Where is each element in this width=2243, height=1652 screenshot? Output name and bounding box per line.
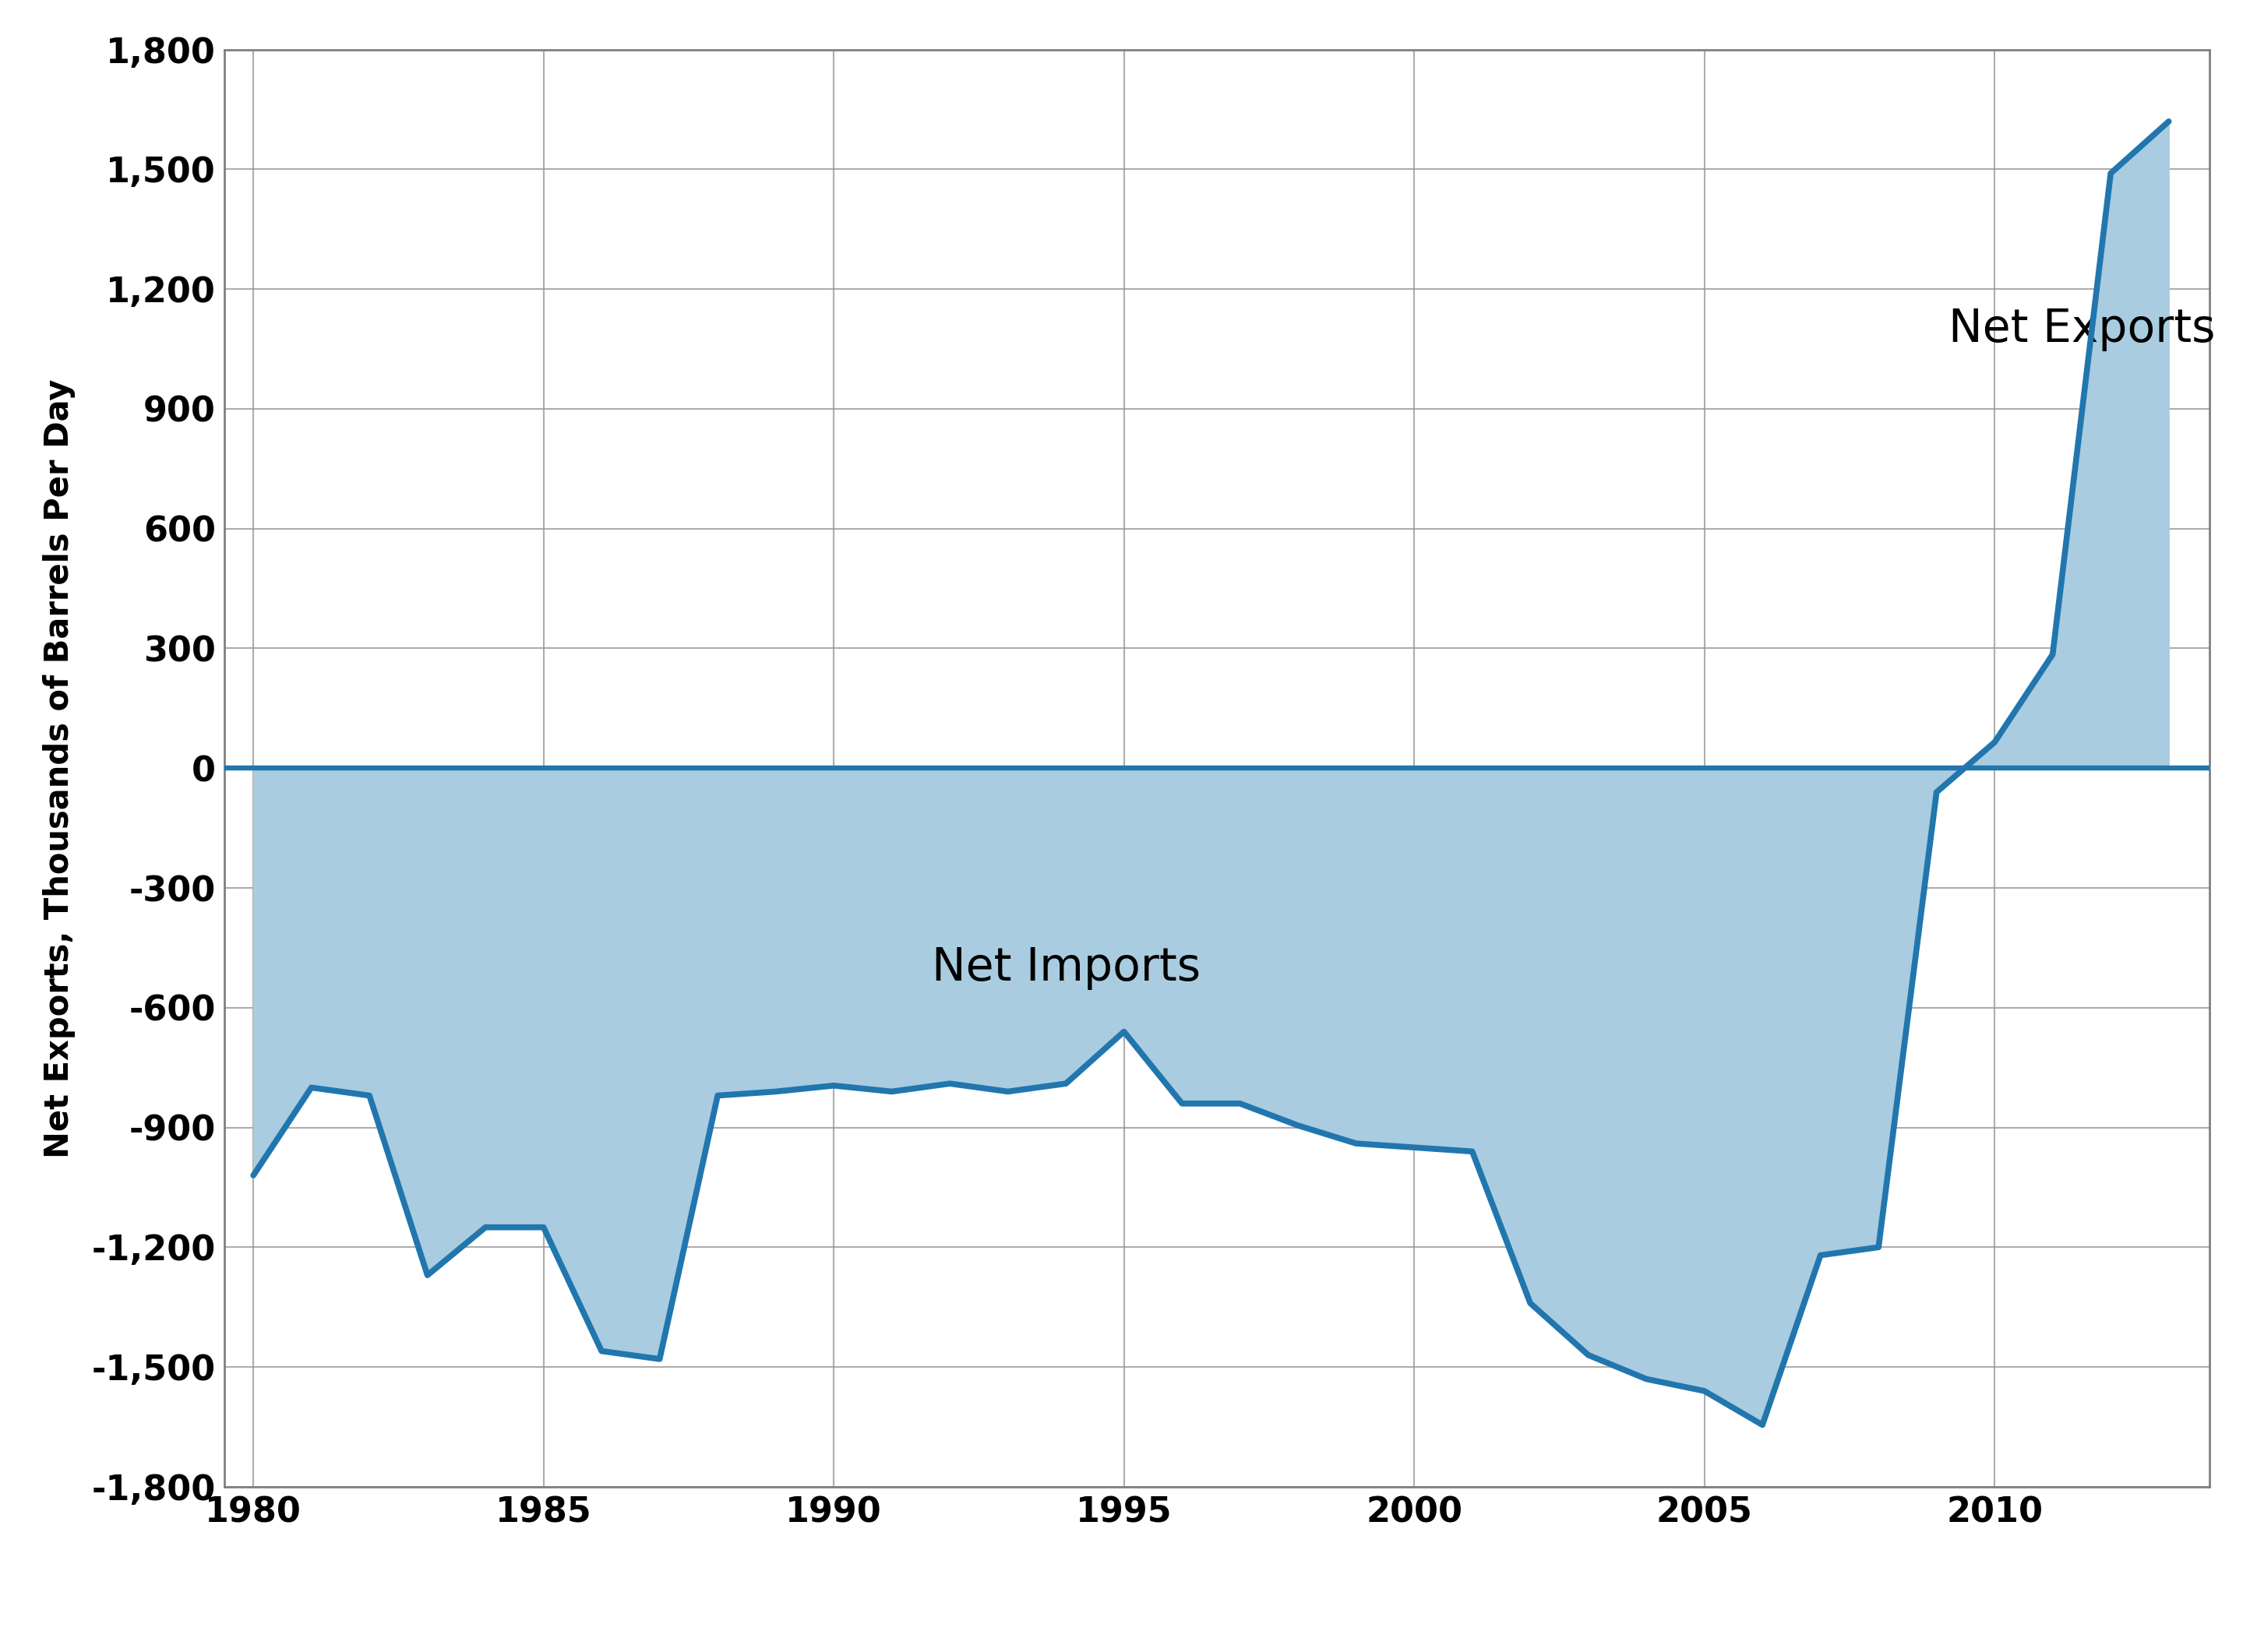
Text: Net Imports: Net Imports bbox=[931, 945, 1200, 990]
Y-axis label: Net Exports, Thousands of Barrels Per Day: Net Exports, Thousands of Barrels Per Da… bbox=[43, 378, 76, 1158]
Text: Net Exports: Net Exports bbox=[1949, 307, 2216, 352]
